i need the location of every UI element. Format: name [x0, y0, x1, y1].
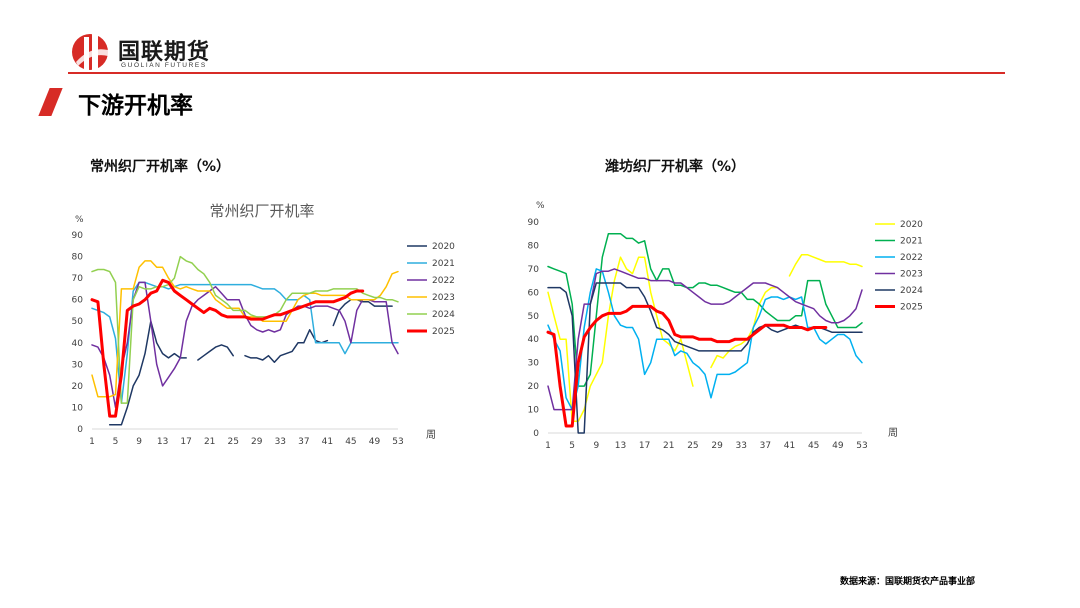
title-accent-bar: [38, 88, 63, 116]
page-title: 下游开机率: [78, 93, 193, 119]
y-tick-label: 20: [72, 382, 84, 392]
y-tick-label: 60: [528, 288, 540, 298]
x-tick-label: 37: [760, 441, 771, 451]
legend-label-2022: 2022: [432, 276, 455, 286]
y-tick-label: 80: [528, 241, 540, 251]
x-tick-label: 29: [251, 437, 263, 447]
y-axis-label: %: [75, 215, 84, 225]
x-tick-label: 5: [113, 437, 119, 447]
x-tick-label: 17: [639, 441, 650, 451]
x-tick-label: 9: [136, 437, 142, 447]
changzhou-chart: 常州织厂开机率% 周 0 10 20 30 40 50 60 70 80 90 1 5 9 13 17 21 25 2…: [72, 202, 455, 447]
legend-label-2024: 2024: [432, 310, 455, 320]
x-tick-label: 25: [687, 441, 698, 451]
x-tick-label: 49: [369, 437, 381, 447]
y-tick-label: 70: [72, 274, 84, 284]
series-line-2024: [547, 282, 863, 434]
y-tick-label: 50: [72, 317, 84, 327]
x-tick-label: 53: [856, 441, 867, 451]
brand-name-en: GUOLIAN FUTURES: [121, 62, 207, 69]
x-tick-label: 45: [808, 441, 819, 451]
guolian-logo-icon: [72, 34, 108, 70]
y-tick-label: 70: [528, 265, 540, 275]
x-tick-label: 33: [275, 437, 286, 447]
legend-label-2025: 2025: [432, 327, 455, 337]
series-line-2025: [546, 304, 828, 428]
y-tick-label: 50: [528, 312, 540, 322]
data-source-note: 数据来源：国联期货农产品事业部: [840, 577, 976, 587]
changzhou-chart-heading: 常州织厂开机率（%）: [90, 159, 231, 175]
legend-label-2021: 2021: [900, 237, 923, 247]
y-tick-label: 90: [528, 218, 540, 228]
brand-name-cn: 国联期货: [118, 40, 211, 65]
x-tick-label: 41: [784, 441, 795, 451]
series-line-2021: [91, 281, 399, 404]
y-tick-label: 60: [72, 296, 84, 306]
legend-label-2021: 2021: [432, 259, 455, 269]
x-tick-label: 37: [298, 437, 309, 447]
legend-label-2020: 2020: [432, 242, 455, 252]
y-tick-label: 10: [528, 406, 540, 416]
weifang-chart: % 周 0 10 20 30 40 50 60 70 80 90 1 5 9 13 17 21 25 29 33 37 41…: [528, 201, 924, 451]
y-tick-label: 80: [72, 253, 84, 263]
y-tick-label: 20: [528, 382, 540, 392]
y-axis-label: %: [536, 201, 545, 211]
legend-label-2022: 2022: [900, 253, 923, 263]
series-line-2025: [90, 278, 365, 418]
x-tick-label: 13: [615, 441, 626, 451]
y-tick-label: 40: [72, 339, 84, 349]
x-tick-label: 5: [569, 441, 575, 451]
x-tick-label: 25: [228, 437, 239, 447]
legend-label-2023: 2023: [432, 293, 455, 303]
y-tick-label: 0: [533, 429, 539, 439]
x-tick-label: 29: [711, 441, 723, 451]
x-tick-label: 17: [180, 437, 191, 447]
x-tick-label: 33: [736, 441, 747, 451]
x-tick-label: 53: [392, 437, 403, 447]
y-tick-label: 40: [528, 335, 540, 345]
x-tick-label: 45: [345, 437, 356, 447]
x-tick-label: 1: [89, 437, 95, 447]
x-tick-label: 13: [157, 437, 168, 447]
x-axis-label: 周: [888, 427, 898, 439]
series-line-2023: [547, 268, 863, 411]
x-tick-label: 21: [204, 437, 215, 447]
y-tick-label: 90: [72, 231, 84, 241]
x-tick-label: 9: [593, 441, 599, 451]
x-tick-label: 41: [322, 437, 333, 447]
series-line-2021: [547, 232, 863, 387]
legend-label-2025: 2025: [900, 303, 923, 313]
legend-label-2023: 2023: [900, 270, 923, 280]
weifang-chart-heading: 潍坊织厂开机率（%）: [605, 159, 746, 175]
series-line-2024: [91, 255, 399, 404]
x-tick-label: 1: [545, 441, 551, 451]
series-line-2022: [91, 281, 399, 409]
legend-label-2020: 2020: [900, 220, 923, 230]
y-tick-label: 0: [77, 425, 83, 435]
chart-title: 常州织厂开机率: [209, 202, 314, 220]
x-tick-label: 49: [832, 441, 844, 451]
y-tick-label: 30: [528, 359, 540, 369]
y-tick-label: 30: [72, 360, 84, 370]
x-tick-label: 21: [663, 441, 674, 451]
y-tick-label: 10: [72, 403, 84, 413]
header-divider: [68, 72, 1005, 74]
legend-label-2024: 2024: [900, 286, 923, 296]
x-axis-label: 周: [426, 429, 436, 441]
